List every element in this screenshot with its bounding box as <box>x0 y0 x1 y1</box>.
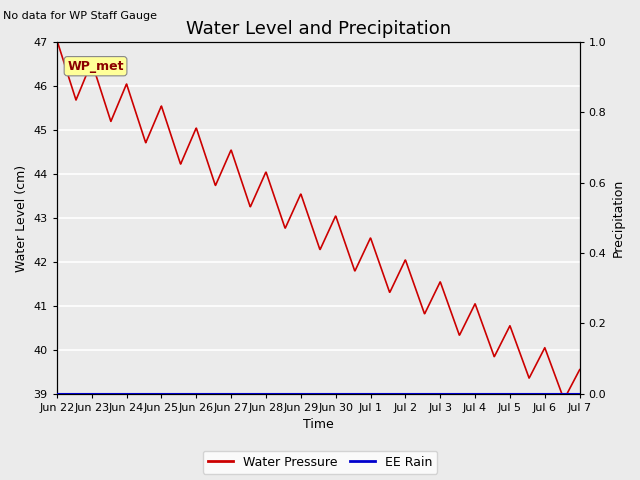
Title: Water Level and Precipitation: Water Level and Precipitation <box>186 20 451 38</box>
Legend: Water Pressure, EE Rain: Water Pressure, EE Rain <box>203 451 437 474</box>
Y-axis label: Water Level (cm): Water Level (cm) <box>15 165 28 272</box>
Text: No data for WP Staff Gauge: No data for WP Staff Gauge <box>3 11 157 21</box>
Text: WP_met: WP_met <box>67 60 124 72</box>
Y-axis label: Precipitation: Precipitation <box>612 179 625 257</box>
X-axis label: Time: Time <box>303 419 333 432</box>
